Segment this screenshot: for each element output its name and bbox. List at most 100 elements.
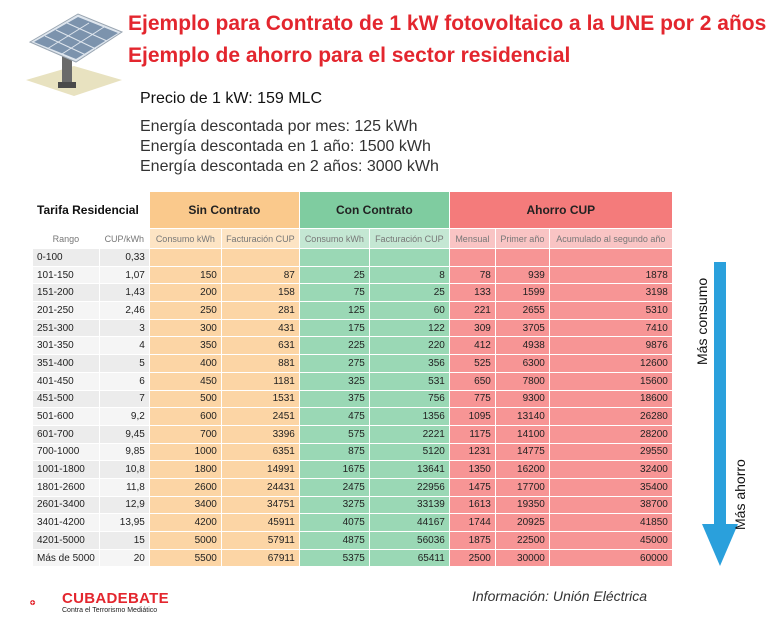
table-cell: 34751 — [220, 495, 300, 515]
table-cell: 13,95 — [98, 513, 150, 532]
table-cell: 14991 — [220, 460, 300, 479]
table-cell: 401-450 — [32, 371, 100, 391]
table-cell: 631 — [220, 336, 300, 356]
table-cell: 250 — [148, 301, 222, 320]
table-cell: 1531 — [220, 389, 300, 409]
table-cell: 1000 — [148, 442, 222, 462]
table-cell: 9,85 — [98, 442, 150, 462]
table-cell: 251-300 — [32, 318, 100, 338]
table-cell: 22500 — [494, 531, 550, 550]
cubadebate-logo-icon — [30, 600, 36, 606]
table-cell: 1878 — [548, 265, 673, 285]
table-row: 451-500 7 500 1531 375 756 775 9300 18600 — [32, 389, 673, 409]
table-cell: 4 — [98, 336, 150, 356]
table-cell: 2451 — [220, 407, 300, 426]
energy-per-year: Energía descontada en 1 año: 1500 kWh — [140, 138, 431, 155]
table-row: Más de 5000 20 5500 67911 5375 65411 2500 30000… — [32, 548, 673, 568]
table-cell: 450 — [148, 371, 222, 391]
table-cell: 3275 — [298, 495, 370, 515]
table-row: 201-250 2,46 250 281 125 60 221 2655 5310 — [32, 301, 673, 320]
table-cell: 2500 — [448, 548, 496, 568]
table-cell: 20925 — [494, 513, 550, 532]
table-cell: 220 — [368, 336, 450, 356]
table-cell: 45000 — [548, 531, 673, 550]
table-cell: 351-400 — [32, 354, 100, 373]
table-row: 1001-1800 10,8 1800 14991 1675 13641 1350 16200… — [32, 460, 673, 479]
table-cell: 1356 — [368, 407, 450, 426]
logo-tagline: Contra el Terrorismo Mediático — [62, 607, 158, 614]
table-cell: 65411 — [368, 548, 450, 568]
table-cell: 41850 — [548, 513, 673, 532]
title-line-2: Ejemplo de ahorro para el sector residen… — [128, 44, 571, 67]
table-cell: 60000 — [548, 548, 673, 568]
source-credit: Información: Unión Eléctrica — [472, 588, 648, 604]
price-label: Precio de 1 kW: 159 MLC — [140, 90, 323, 107]
header-ahorro: Ahorro CUP — [448, 191, 673, 229]
table-cell: 78 — [448, 265, 496, 285]
table-cell: 6 — [98, 371, 150, 391]
subheader-rango: Rango — [32, 228, 100, 249]
table-cell: 650 — [448, 371, 496, 391]
table-cell: 122 — [368, 318, 450, 338]
table-cell: 30000 — [494, 548, 550, 568]
table-cell: 5375 — [298, 548, 370, 568]
table-cell: 158 — [220, 283, 300, 303]
table-cell: 13641 — [368, 460, 450, 479]
table-cell: 9,2 — [98, 407, 150, 426]
table-cell: 500 — [148, 389, 222, 409]
table-cell: 3705 — [494, 318, 550, 338]
table-cell: 2601-3400 — [32, 495, 100, 515]
table-cell: 4875 — [298, 531, 370, 550]
table-cell: 133 — [448, 283, 496, 303]
table-cell: 19350 — [494, 495, 550, 515]
table-cell — [220, 248, 300, 267]
table-cell: 2600 — [148, 477, 222, 497]
table-cell: 18600 — [548, 389, 673, 409]
table-cell: 4200 — [148, 513, 222, 532]
table-cell: 9300 — [494, 389, 550, 409]
table-cell: 44167 — [368, 513, 450, 532]
table-cell: 3198 — [548, 283, 673, 303]
subheader-sin-consumo: Consumo kWh — [148, 228, 222, 249]
table-cell: 29550 — [548, 442, 673, 462]
table-cell: 13140 — [494, 407, 550, 426]
table-cell: 175 — [298, 318, 370, 338]
table-cell: 25 — [298, 265, 370, 285]
table-cell: 4201-5000 — [32, 531, 100, 550]
table-cell: 75 — [298, 283, 370, 303]
energy-per-month: Energía descontada por mes: 125 kWh — [140, 118, 418, 135]
table-cell: 325 — [298, 371, 370, 391]
table-cell: 15 — [98, 531, 150, 550]
header-tarifa: Tarifa Residencial — [32, 191, 150, 229]
header-con-contrato: Con Contrato — [298, 191, 450, 229]
table-cell: 225 — [298, 336, 370, 356]
table-row: 4201-5000 15 5000 57911 4875 56036 1875 22500 45… — [32, 531, 673, 550]
solar-panel-illustration — [26, 13, 124, 96]
table-cell: 0-100 — [32, 248, 100, 267]
table-row: 0-100 0,33 — [32, 248, 673, 267]
table-cell: 38700 — [548, 495, 673, 515]
table-row: 101-150 1,07 150 87 25 8 78 939 1878 — [32, 265, 673, 285]
table-cell: 56036 — [368, 531, 450, 550]
table-cell: 1875 — [448, 531, 496, 550]
table-cell: 1175 — [448, 424, 496, 444]
table-cell: 16200 — [494, 460, 550, 479]
table-cell: 309 — [448, 318, 496, 338]
table-cell: 531 — [368, 371, 450, 391]
table-cell: 11,8 — [98, 477, 150, 497]
table-cell — [448, 248, 496, 267]
table-cell: 200 — [148, 283, 222, 303]
table-cell: 2221 — [368, 424, 450, 444]
table-cell: 1613 — [448, 495, 496, 515]
table-cell: 1801-2600 — [32, 477, 100, 497]
table-cell: 400 — [148, 354, 222, 373]
table-cell: 300 — [148, 318, 222, 338]
subheader-con-facturacion: Facturación CUP — [368, 228, 450, 249]
table-row: 401-450 6 450 1181 325 531 650 7800 15600 — [32, 371, 673, 391]
table-cell: 221 — [448, 301, 496, 320]
table-cell: 301-350 — [32, 336, 100, 356]
table-cell: 87 — [220, 265, 300, 285]
table-cell: Más de 5000 — [32, 548, 100, 568]
table-cell: 881 — [220, 354, 300, 373]
table-cell: 700 — [148, 424, 222, 444]
